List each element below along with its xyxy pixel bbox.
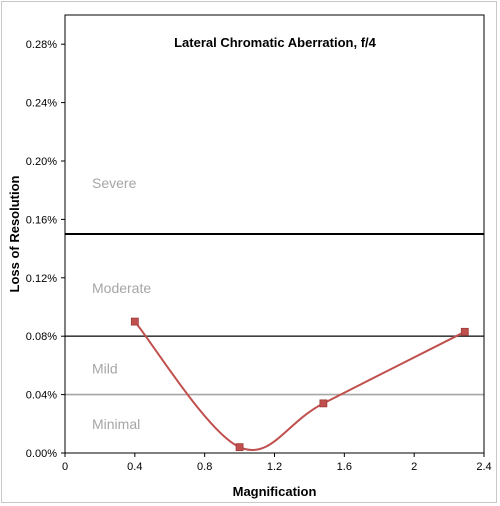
zone-label: Severe <box>92 175 137 191</box>
x-axis-title: Magnification <box>233 484 317 499</box>
x-tick-label: 1.6 <box>337 461 352 473</box>
x-tick-label: 1.2 <box>267 461 282 473</box>
x-tick-label: 2 <box>411 461 417 473</box>
x-tick-label: 2.4 <box>476 461 491 473</box>
zone-label: Moderate <box>92 280 151 296</box>
y-axis-title: Loss of Resolution <box>7 175 22 292</box>
x-tick-label: 0 <box>62 461 68 473</box>
zone-label: Mild <box>92 360 118 376</box>
data-point <box>319 399 328 408</box>
y-tick-label: 0.24% <box>26 98 57 110</box>
y-tick-label: 0.12% <box>26 273 57 285</box>
chart-title: Lateral Chromatic Aberration, f/4 <box>174 35 377 50</box>
x-tick-label: 0.4 <box>127 461 142 473</box>
y-tick-label: 0.00% <box>26 448 57 460</box>
series-line <box>134 320 466 451</box>
y-tick-label: 0.20% <box>26 156 57 168</box>
zone-label: Minimal <box>92 416 140 432</box>
y-tick-label: 0.08% <box>26 331 57 343</box>
y-tick-label: 0.16% <box>26 214 57 226</box>
data-point <box>460 327 469 336</box>
x-tick-label: 0.8 <box>197 461 212 473</box>
y-tick-label: 0.04% <box>26 390 57 402</box>
y-tick-label: 0.28% <box>26 39 57 51</box>
data-point <box>130 317 139 326</box>
data-point <box>235 443 244 452</box>
